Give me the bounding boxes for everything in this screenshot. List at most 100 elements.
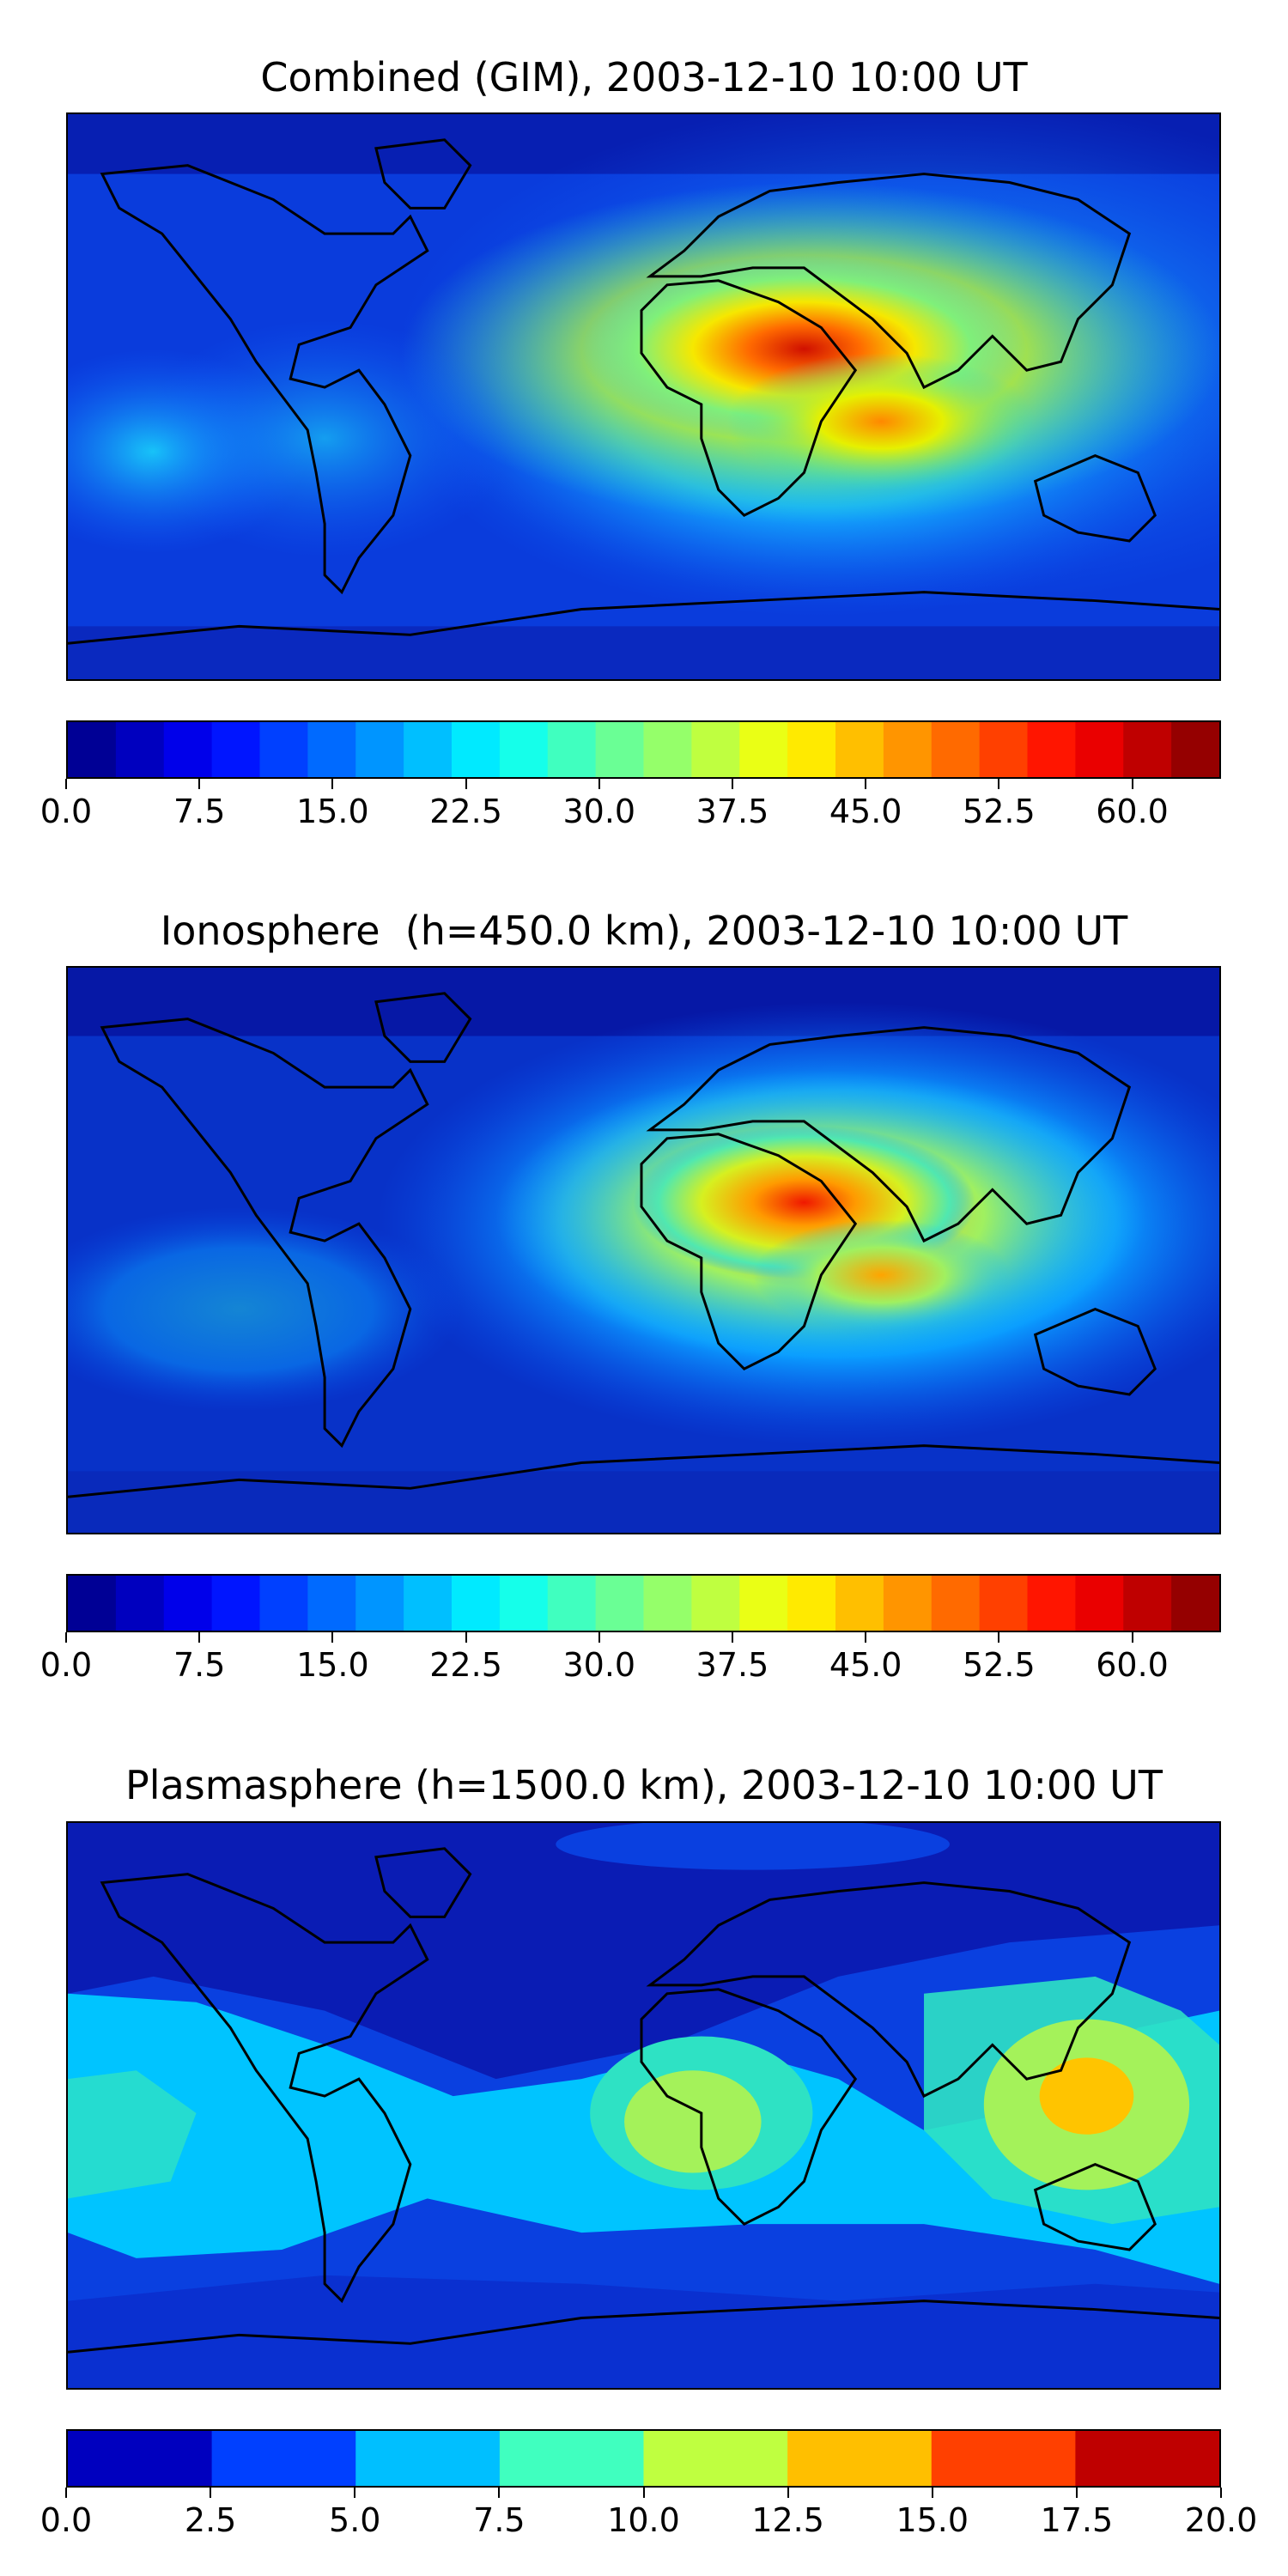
colorbar-tick-mark [354, 2488, 356, 2498]
colorbar-step [355, 1576, 404, 1631]
colorbar-tick-mark [1131, 779, 1133, 789]
panel-2-colorbar-steps [68, 1576, 1219, 1631]
colorbar-step [68, 1576, 117, 1631]
colorbar-tick-label: 5.0 [329, 2501, 381, 2539]
colorbar-tick-mark [331, 779, 334, 789]
colorbar-tick-mark [198, 779, 201, 789]
colorbar-tick-mark [598, 1632, 600, 1643]
colorbar-step [835, 1576, 884, 1631]
colorbar-tick-label: 37.5 [696, 1646, 769, 1684]
colorbar-tick-mark [210, 2488, 212, 2498]
colorbar-step [931, 2431, 1077, 2486]
colorbar-step [739, 1576, 788, 1631]
colorbar-tick-mark [865, 779, 867, 789]
panel-3-colorbar-steps [68, 2431, 1219, 2486]
panel-3-title: Plasmasphere (h=1500.0 km), 2003-12-10 1… [125, 1762, 1163, 1808]
colorbar-step [691, 722, 741, 777]
colorbar-step [787, 2431, 933, 2486]
colorbar-step [451, 1576, 501, 1631]
colorbar-tick-label: 0.0 [39, 793, 93, 830]
colorbar-tick-mark [465, 1632, 467, 1643]
colorbar-step [1123, 1576, 1172, 1631]
panel-3-colorbar-ticks: 0.0 2.5 5.0 7.5 10.0 12.5 15.0 17.5 20.0 [40, 2488, 1257, 2539]
colorbar-step [307, 722, 357, 777]
colorbar-tick-label: 45.0 [829, 1646, 902, 1684]
colorbar-step [595, 1576, 645, 1631]
colorbar-tick-mark [731, 1632, 733, 1643]
colorbar-tick-mark [787, 2488, 789, 2498]
colorbar-tick-mark [1220, 2488, 1222, 2498]
panel-2-title: Ionosphere (h=450.0 km), 2003-12-10 10:0… [160, 908, 1128, 954]
colorbar-step [739, 722, 788, 777]
colorbar-step [163, 1576, 213, 1631]
colorbar-tick-mark [865, 1632, 867, 1643]
colorbar-tick-label: 52.5 [963, 1646, 1036, 1684]
colorbar-step [883, 722, 933, 777]
colorbar-tick-mark [642, 2488, 645, 2498]
colorbar-tick-mark [65, 779, 67, 789]
colorbar-step [499, 722, 549, 777]
colorbar-step [643, 1576, 693, 1631]
colorbar-step [1027, 722, 1077, 777]
colorbar-tick-mark [998, 779, 1000, 789]
colorbar-tick-label: 15.0 [296, 793, 369, 830]
colorbar-tick-mark [331, 1632, 334, 1643]
colorbar-tick-label: 60.0 [1096, 1646, 1169, 1684]
colorbar-step [595, 722, 645, 777]
colorbar-tick-label: 60.0 [1096, 793, 1169, 830]
colorbar-tick-label: 52.5 [963, 793, 1036, 830]
panel-2-colorbar-ticks: 0.0 7.5 15.0 22.5 30.0 37.5 45.0 52.5 60.0 [40, 1632, 1221, 1684]
colorbar-tick-mark [931, 2488, 933, 2498]
coastlines [68, 1847, 1219, 2354]
colorbar-step [1075, 722, 1125, 777]
panel-1-colorbar-ticks: 0.0 7.5 15.0 22.5 30.0 37.5 45.0 52.5 60.0 [40, 779, 1221, 830]
colorbar-tick-label: 37.5 [696, 793, 769, 830]
colorbar-step [787, 1576, 836, 1631]
colorbar-tick-label: 15.0 [896, 2501, 969, 2539]
panel-1-title: Combined (GIM), 2003-12-10 10:00 UT [260, 54, 1028, 100]
colorbar-tick-label: 2.5 [184, 2501, 237, 2539]
colorbar-tick-mark [498, 2488, 501, 2498]
colorbar-tick-label: 7.5 [473, 2501, 526, 2539]
colorbar-step [643, 2431, 788, 2486]
colorbar-step [1171, 1576, 1219, 1631]
colorbar-step [211, 722, 261, 777]
colorbar-tick-label: 10.0 [607, 2501, 680, 2539]
colorbar-tick-mark [198, 1632, 201, 1643]
colorbar-tick-label: 22.5 [429, 1646, 502, 1684]
colorbar-step [355, 2431, 501, 2486]
panel-3-colorbar [66, 2429, 1221, 2488]
colorbar-step [691, 1576, 741, 1631]
colorbar-step [787, 722, 836, 777]
colorbar-tick-mark [65, 1632, 67, 1643]
colorbar-step [1075, 2431, 1219, 2486]
colorbar-step [115, 722, 165, 777]
colorbar-step [68, 722, 117, 777]
colorbar-step [163, 722, 213, 777]
colorbar-step [211, 1576, 261, 1631]
coastlines [68, 992, 1219, 1498]
colorbar-tick-mark [465, 779, 467, 789]
colorbar-step [68, 2431, 213, 2486]
colorbar-tick-label: 45.0 [829, 793, 902, 830]
colorbar-tick-label: 15.0 [296, 1646, 369, 1684]
colorbar-tick-label: 22.5 [429, 793, 502, 830]
colorbar-tick-label: 7.5 [173, 1646, 226, 1684]
colorbar-tick-label: 30.0 [562, 793, 636, 830]
colorbar-step [404, 1576, 453, 1631]
colorbar-step [883, 1576, 933, 1631]
panel-1-colorbar [66, 720, 1221, 779]
colorbar-step [1027, 1576, 1077, 1631]
colorbar-tick-mark [1075, 2488, 1078, 2498]
colorbar-tick-mark [65, 2488, 67, 2498]
colorbar-tick-mark [731, 779, 733, 789]
colorbar-step [211, 2431, 357, 2486]
colorbar-step [835, 722, 884, 777]
colorbar-step [259, 722, 309, 777]
colorbar-step [499, 1576, 549, 1631]
colorbar-step [643, 722, 693, 777]
panel-1-map [66, 112, 1221, 681]
colorbar-tick-mark [998, 1632, 1000, 1643]
colorbar-step [355, 722, 404, 777]
panel-2-colorbar [66, 1574, 1221, 1632]
